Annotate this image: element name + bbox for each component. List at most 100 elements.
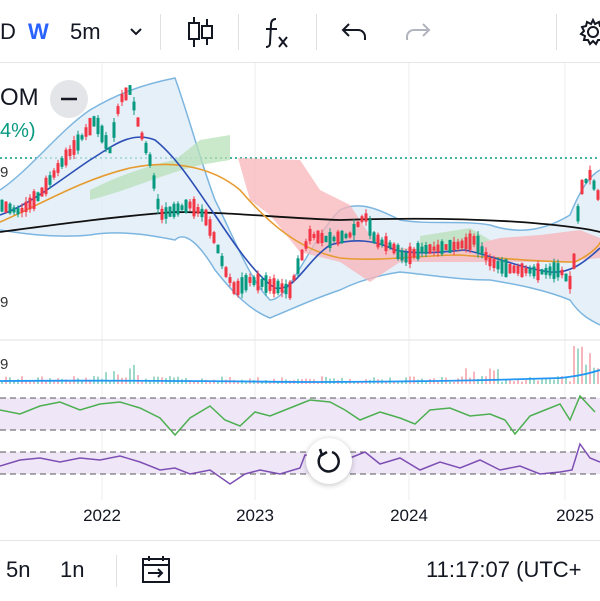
candle-body <box>356 221 360 227</box>
candle-body <box>532 266 536 277</box>
candle-body <box>4 201 8 213</box>
volume-bar <box>529 376 531 384</box>
candle-body <box>84 127 88 137</box>
candle-body <box>480 246 484 255</box>
candle-body <box>68 148 72 157</box>
candle-body <box>484 251 488 261</box>
volume-bar <box>581 346 583 384</box>
toolbar-divider <box>556 14 557 50</box>
candle-body <box>496 261 500 270</box>
candle-body <box>588 169 592 181</box>
candle-body <box>172 203 176 217</box>
volume-bar <box>189 380 191 384</box>
candle-body <box>264 275 268 293</box>
clock-time[interactable]: 11:17:07 (UTC+ <box>426 557 582 582</box>
candle-body <box>20 207 24 213</box>
toolbar-divider <box>316 14 317 50</box>
volume-bar <box>589 353 591 384</box>
candle-body <box>576 206 580 222</box>
candle-body <box>336 231 340 245</box>
change-percent: 4%) <box>0 120 36 142</box>
candle-body <box>400 250 404 261</box>
candle-body <box>236 280 240 296</box>
volume-bar <box>409 376 411 384</box>
candle-body <box>460 240 464 249</box>
volume-bar <box>129 368 131 384</box>
candlestick-icon[interactable] <box>186 12 214 52</box>
function-icon[interactable] <box>262 12 292 52</box>
candle-body <box>144 142 148 154</box>
reset-icon <box>317 448 340 473</box>
candle-body <box>260 279 264 287</box>
candle-body <box>368 219 372 236</box>
candle-body <box>384 236 388 252</box>
volume-bar <box>209 381 211 384</box>
volume-bar <box>497 369 499 384</box>
interval-day-button[interactable]: D <box>0 19 16 44</box>
candle-body <box>204 209 208 226</box>
volume-bar <box>513 381 515 384</box>
candle-body <box>564 273 568 282</box>
redo-icon[interactable] <box>404 12 432 52</box>
price-label: 9 <box>0 356 9 373</box>
candle-body <box>492 259 496 269</box>
candle-body <box>164 207 168 219</box>
candle-body <box>216 244 220 254</box>
candle-body <box>140 132 144 140</box>
candle-body <box>360 216 364 222</box>
reset-chart-button[interactable] <box>306 438 352 484</box>
volume-bar <box>449 381 451 384</box>
candle-body <box>248 277 252 283</box>
candle-body <box>96 117 100 135</box>
candle-body <box>572 253 576 269</box>
candle-body <box>80 135 84 140</box>
interval-week-button[interactable]: W <box>28 19 49 44</box>
time-axis[interactable]: 2022 2023 2024 2025 <box>0 500 600 532</box>
symbol-legend[interactable]: OM <box>0 84 39 111</box>
candle-body <box>464 237 468 249</box>
candle-body <box>372 232 376 243</box>
candle-body <box>132 101 136 111</box>
top-toolbar: D W 5m <box>0 0 600 63</box>
collapse-legend-button[interactable] <box>50 80 88 118</box>
candle-body <box>244 275 248 291</box>
volume-bar <box>509 379 511 384</box>
moving-average-orange <box>0 163 600 263</box>
range-button-5n[interactable]: 5n <box>6 557 31 582</box>
candle-body <box>40 187 44 197</box>
range-button-1n[interactable]: 1n <box>60 557 85 582</box>
oscillator-1-line <box>0 394 596 437</box>
candle-body <box>376 234 380 248</box>
volume-bar <box>437 380 439 384</box>
volume-bar <box>489 368 491 384</box>
candle-body <box>212 232 216 243</box>
candle-body <box>472 236 476 245</box>
candle-body <box>16 208 20 215</box>
volume-bar <box>597 368 599 384</box>
candle-body <box>276 280 280 294</box>
volume-bar <box>525 380 527 384</box>
candle-body <box>168 206 172 217</box>
candle-body <box>592 180 596 190</box>
candle-body <box>24 201 28 213</box>
candle-body <box>412 249 416 258</box>
candle-body <box>76 134 80 151</box>
gear-icon[interactable] <box>578 12 600 52</box>
candle-body <box>64 149 68 166</box>
volume-bar <box>69 381 71 384</box>
chevron-down-icon[interactable] <box>128 12 144 52</box>
volume-bar <box>569 381 571 384</box>
undo-icon[interactable] <box>340 12 368 52</box>
calendar-range-icon[interactable] <box>140 555 172 590</box>
candle-body <box>420 246 424 253</box>
candle-body <box>184 199 188 213</box>
interval-5m-button[interactable]: 5m <box>70 19 101 44</box>
price-chart[interactable] <box>0 63 600 533</box>
time-axis-label: 2023 <box>236 506 274 525</box>
candle-body <box>252 277 256 285</box>
candle-body <box>456 241 460 249</box>
candle-body <box>352 223 356 236</box>
volume-bar <box>25 380 27 384</box>
candle-body <box>424 244 428 254</box>
volume-bar <box>505 379 507 384</box>
